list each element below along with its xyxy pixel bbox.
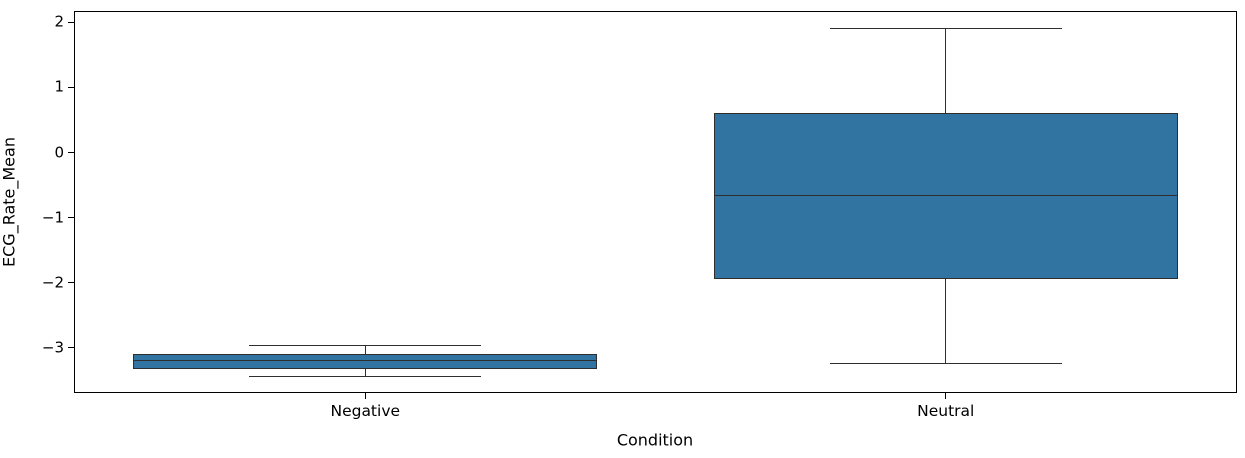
median-line-neutral	[713, 194, 1178, 197]
y-tick-mark	[67, 86, 74, 89]
x-tick-mark-negative	[364, 393, 366, 399]
whisker-cap-high-negative	[249, 344, 482, 346]
y-tick-mark	[67, 217, 74, 219]
y-tick-label: 1	[54, 78, 64, 97]
y-tick-mark	[67, 21, 74, 23]
x-tick-label-negative: Negative	[330, 402, 401, 420]
median-line-negative	[133, 360, 598, 362]
plot-area: 2 1 0 −1 −2 −3 Negative Neutral	[42, 11, 1237, 420]
y-tick-label: −2	[41, 273, 64, 292]
y-tick-mark	[67, 151, 74, 154]
y-tick-label: 0	[54, 143, 64, 162]
y-axis-label: ECG_Rate_Mean	[0, 137, 19, 267]
y-tick-label: 2	[54, 13, 64, 32]
y-tick-label: −1	[41, 208, 64, 227]
whisker-cap-high-neutral	[829, 27, 1062, 29]
y-tick-mark	[67, 282, 74, 284]
y-tick-label: −3	[41, 338, 64, 357]
whisker-cap-low-negative	[249, 375, 482, 377]
x-tick-label-neutral: Neutral	[917, 402, 975, 420]
x-tick-mark-neutral	[945, 393, 947, 399]
y-tick-mark	[67, 347, 74, 349]
whisker-cap-low-neutral	[829, 362, 1062, 364]
x-axis-label: Condition	[616, 430, 694, 450]
